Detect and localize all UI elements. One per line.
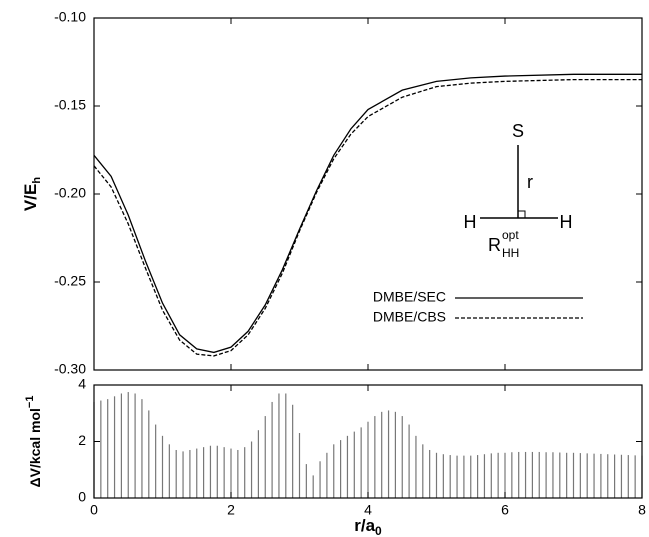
- y-tick-label: -0.20: [54, 185, 86, 201]
- y-tick-label: 2: [78, 432, 86, 448]
- label-script: h: [31, 177, 43, 184]
- bond-label: r: [527, 172, 533, 192]
- inset: [480, 145, 558, 219]
- atom-label: H: [464, 212, 477, 232]
- x-tick-label: 2: [227, 502, 235, 518]
- y-tick-label: 0: [78, 489, 86, 505]
- atom-label: H: [560, 212, 573, 232]
- y-tick-label: -0.10: [54, 9, 86, 25]
- x-tick-label: 4: [364, 502, 372, 518]
- legend-label: DMBE/SEC: [373, 289, 446, 305]
- line-series: [93, 78, 642, 357]
- label-main: V/E: [21, 184, 40, 211]
- x-tick-label: 0: [90, 502, 98, 518]
- distance-sub: HH: [502, 246, 519, 260]
- y-tick-label: -0.30: [54, 361, 86, 377]
- legend-label: DMBE/CBS: [373, 309, 446, 325]
- plot-frame: [93, 17, 643, 371]
- right-angle: [517, 210, 526, 219]
- x-tick-label: 6: [501, 502, 509, 518]
- x-tick-label: 8: [638, 502, 646, 518]
- label-script: 0: [375, 524, 382, 537]
- atom-label: S: [512, 121, 524, 141]
- y-axis-label: ΔV/kcal mol−1: [24, 396, 43, 488]
- panel: DMBE/SEC DMBE/CBS -0.30 -0.25 -0.20 -0.15 -0.1…: [21, 9, 643, 377]
- x-axis-label: r/a0: [354, 516, 382, 537]
- distance-label: R: [488, 235, 501, 255]
- distance-sup: opt: [502, 228, 519, 242]
- y-tick-label: -0.25: [54, 273, 86, 289]
- label-script: −1: [24, 396, 36, 409]
- label-main: r/a: [354, 516, 375, 535]
- y-tick-label: -0.15: [54, 97, 86, 113]
- label-main: ΔV/kcal mol: [27, 408, 43, 487]
- y-axis-label: V/Eh: [21, 177, 42, 211]
- y-tick-label: 4: [78, 376, 86, 392]
- line-series: [93, 73, 642, 354]
